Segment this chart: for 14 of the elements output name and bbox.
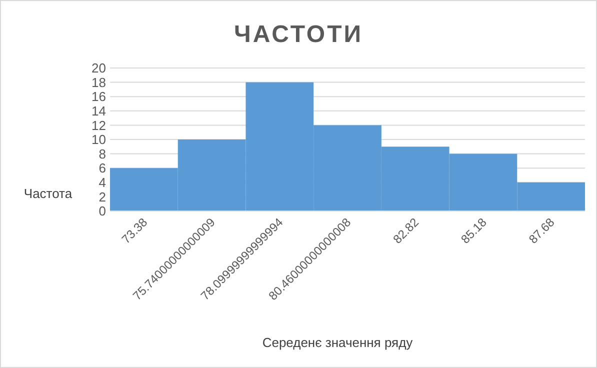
x-axis-title: Середенє значення ряду: [262, 335, 414, 350]
y-axis-title: Частота: [24, 186, 73, 201]
y-tick-label: 0: [98, 204, 106, 219]
y-tick-label: 2: [98, 189, 106, 204]
y-tick-label: 18: [92, 74, 106, 90]
y-tick-label: 12: [92, 118, 106, 133]
y-tick-label: 6: [98, 160, 106, 176]
y-tick-label: 20: [92, 60, 106, 76]
y-tick-label: 4: [98, 174, 106, 190]
chart-title: ЧАСТОТИ: [234, 21, 363, 48]
y-tick-label: 10: [92, 132, 106, 148]
y-tick-label: 14: [92, 103, 106, 118]
y-tick-label: 8: [98, 146, 106, 162]
y-tick-label: 16: [92, 89, 106, 104]
